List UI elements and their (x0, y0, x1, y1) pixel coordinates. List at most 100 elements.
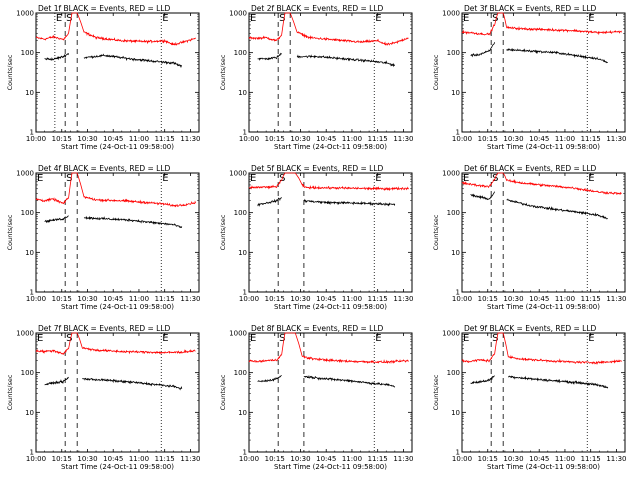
red-lld-series (461, 332, 622, 366)
y-tick-label: 100 (21, 369, 34, 377)
x-tick-label: 10:15 (265, 135, 285, 143)
y-axis-label: Counts/sec (432, 214, 440, 250)
black-events-series (470, 375, 495, 385)
y-axis-label: Counts/sec (432, 374, 440, 410)
time-marker-label: S (279, 13, 285, 24)
x-tick-label: 10:00 (239, 295, 259, 303)
black-events-series (83, 53, 183, 69)
x-axis-label: Start Time (24-Oct-11 09:58:00) (274, 463, 387, 471)
plot-frame (248, 12, 413, 133)
plot-frame (461, 332, 626, 453)
x-tick-label: 10:15 (52, 135, 72, 143)
y-tick-label: 1 (456, 129, 460, 137)
black-events-series (470, 42, 495, 58)
x-tick-label: 10:45 (316, 455, 336, 463)
chart-panel-8: Det 8f BLACK = Events, RED = LLD 10:00 10:… (219, 324, 414, 471)
black-events-series (506, 198, 608, 220)
black-events-series (44, 376, 69, 386)
plot-frame (35, 12, 200, 133)
time-marker-label: E (375, 333, 381, 344)
x-tick-label: 10:45 (529, 295, 549, 303)
x-tick-label: 11:30 (393, 455, 413, 463)
chart-title: Det 2f BLACK = Events, RED = LLD (251, 4, 384, 13)
x-tick-label: 10:45 (316, 295, 336, 303)
x-tick-label: 10:00 (452, 455, 472, 463)
red-lld-series (248, 172, 409, 192)
x-tick-label: 11:00 (129, 295, 149, 303)
red-lld-series (461, 172, 622, 196)
y-axis-label: Counts/sec (6, 214, 14, 250)
time-marker-label: E (162, 173, 168, 184)
x-tick-label: 10:45 (529, 455, 549, 463)
time-marker-label: E (56, 13, 62, 24)
time-marker-label: E (250, 13, 256, 24)
y-axis-label: Counts/sec (432, 54, 440, 90)
x-tick-label: 11:00 (129, 135, 149, 143)
y-tick-label: 1 (456, 289, 460, 297)
chart-panel-4: Det 4f BLACK = Events, RED = LLD 10:00 10:… (6, 164, 201, 311)
y-tick-label: 100 (447, 49, 460, 57)
plot-frame (35, 332, 200, 453)
x-tick-label: 10:00 (239, 135, 259, 143)
time-marker-label: E (463, 173, 469, 184)
y-tick-label: 10 (451, 249, 460, 257)
chart-panel-7: Det 7f BLACK = Events, RED = LLD 10:00 10:… (6, 324, 201, 471)
time-marker-label: E (588, 13, 594, 24)
x-tick-label: 11:00 (555, 295, 575, 303)
y-tick-label: 10 (238, 89, 247, 97)
x-axis-label: Start Time (24-Oct-11 09:58:00) (487, 143, 600, 151)
x-axis-label: Start Time (24-Oct-11 09:58:00) (487, 463, 600, 471)
y-tick-label: 1000 (229, 10, 247, 18)
black-events-series (506, 47, 608, 64)
x-tick-label: 10:30 (290, 135, 310, 143)
black-events-series (296, 54, 395, 68)
time-marker-label: E (37, 333, 43, 344)
time-marker-label: S (492, 333, 498, 344)
x-axis-label: Start Time (24-Oct-11 09:58:00) (487, 303, 600, 311)
time-marker-label: E (463, 333, 469, 344)
x-tick-label: 11:00 (342, 135, 362, 143)
x-tick-label: 10:15 (478, 135, 498, 143)
y-tick-label: 100 (447, 209, 460, 217)
x-axis-label: Start Time (24-Oct-11 09:58:00) (61, 143, 174, 151)
x-tick-label: 10:30 (503, 455, 523, 463)
y-axis-label: Counts/sec (6, 374, 14, 410)
x-tick-label: 11:00 (342, 295, 362, 303)
plot-frame (248, 332, 413, 453)
x-tick-label: 10:45 (103, 455, 123, 463)
time-marker-label: S (66, 333, 72, 344)
time-marker-label: E (588, 173, 594, 184)
x-tick-label: 11:15 (581, 135, 601, 143)
y-tick-label: 1000 (442, 170, 460, 178)
time-marker-label: S (66, 13, 72, 24)
y-tick-label: 1000 (16, 10, 34, 18)
chart-title: Det 8f BLACK = Events, RED = LLD (251, 324, 384, 333)
y-tick-label: 1000 (16, 330, 34, 338)
time-marker-label: S (492, 13, 498, 24)
y-tick-label: 10 (25, 89, 34, 97)
x-tick-label: 10:45 (103, 295, 123, 303)
x-tick-label: 11:00 (129, 455, 149, 463)
x-tick-label: 11:30 (180, 295, 200, 303)
x-tick-label: 11:15 (581, 455, 601, 463)
y-tick-label: 1 (30, 289, 34, 297)
time-marker-label: E (162, 13, 168, 24)
time-marker-label: E (463, 13, 469, 24)
x-tick-label: 10:15 (52, 295, 72, 303)
x-tick-label: 11:30 (606, 455, 626, 463)
x-tick-label: 11:15 (155, 135, 175, 143)
y-axis-label: Counts/sec (6, 54, 14, 90)
x-tick-label: 11:30 (393, 295, 413, 303)
x-tick-label: 11:15 (368, 455, 388, 463)
x-tick-label: 10:00 (26, 135, 46, 143)
x-axis-label: Start Time (24-Oct-11 09:58:00) (61, 303, 174, 311)
x-tick-label: 10:30 (290, 295, 310, 303)
x-tick-label: 10:30 (290, 455, 310, 463)
y-tick-label: 100 (21, 49, 34, 57)
black-events-series (508, 375, 609, 389)
red-lld-series (36, 12, 196, 46)
y-axis-label: Counts/sec (219, 374, 227, 410)
time-marker-label: E (250, 333, 256, 344)
black-events-series (83, 215, 183, 229)
plot-frame (248, 172, 413, 293)
